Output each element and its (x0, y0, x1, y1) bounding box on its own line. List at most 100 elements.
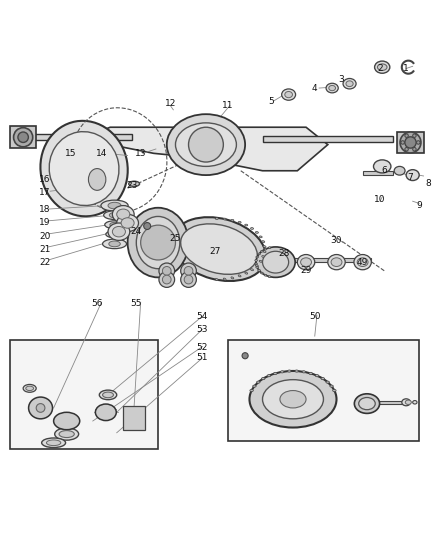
Polygon shape (371, 400, 406, 405)
Circle shape (188, 127, 223, 162)
Ellipse shape (259, 236, 262, 238)
Bar (10, 341, 158, 449)
Ellipse shape (105, 221, 124, 229)
Text: 17: 17 (39, 188, 51, 197)
Text: 8: 8 (425, 179, 431, 188)
Ellipse shape (259, 260, 262, 262)
Text: 22: 22 (39, 257, 50, 266)
Circle shape (141, 225, 176, 260)
Ellipse shape (101, 200, 128, 211)
Circle shape (14, 128, 33, 147)
Ellipse shape (262, 256, 265, 257)
Ellipse shape (256, 256, 258, 258)
Polygon shape (262, 136, 393, 142)
Ellipse shape (413, 400, 417, 404)
Text: 27: 27 (209, 247, 220, 256)
Text: 25: 25 (170, 233, 181, 243)
Text: 5: 5 (268, 96, 274, 106)
Ellipse shape (104, 211, 125, 220)
Ellipse shape (315, 375, 319, 377)
Text: 51: 51 (196, 353, 207, 362)
Ellipse shape (359, 398, 375, 410)
Ellipse shape (255, 263, 258, 265)
Ellipse shape (405, 400, 411, 405)
Ellipse shape (127, 208, 188, 277)
Ellipse shape (110, 222, 119, 227)
Circle shape (242, 353, 248, 359)
Ellipse shape (215, 218, 219, 220)
Text: 2: 2 (377, 64, 383, 73)
Ellipse shape (267, 375, 271, 377)
Text: 9: 9 (417, 201, 422, 210)
Text: 13: 13 (135, 149, 146, 158)
Text: 4: 4 (312, 84, 318, 93)
Ellipse shape (264, 248, 267, 250)
Ellipse shape (59, 431, 74, 438)
Text: 14: 14 (96, 149, 107, 158)
Ellipse shape (258, 270, 261, 271)
Ellipse shape (346, 81, 353, 86)
Circle shape (18, 132, 28, 142)
Ellipse shape (255, 265, 258, 266)
Ellipse shape (302, 371, 306, 373)
Ellipse shape (329, 85, 336, 91)
Ellipse shape (256, 266, 258, 268)
Ellipse shape (231, 277, 234, 279)
Text: 29: 29 (300, 266, 312, 276)
Circle shape (144, 223, 151, 230)
Ellipse shape (117, 209, 130, 220)
Circle shape (413, 148, 416, 151)
Ellipse shape (255, 231, 258, 233)
Ellipse shape (180, 224, 258, 274)
Ellipse shape (274, 373, 277, 375)
Ellipse shape (295, 370, 298, 372)
Ellipse shape (238, 221, 241, 223)
Ellipse shape (326, 381, 329, 383)
Ellipse shape (402, 399, 410, 406)
Ellipse shape (172, 217, 266, 281)
Polygon shape (123, 406, 145, 430)
Ellipse shape (28, 397, 53, 419)
Ellipse shape (223, 278, 226, 280)
Circle shape (405, 137, 416, 148)
Ellipse shape (167, 114, 245, 175)
Ellipse shape (109, 241, 120, 247)
Circle shape (184, 266, 193, 275)
Ellipse shape (245, 224, 248, 226)
Ellipse shape (106, 231, 123, 238)
Circle shape (413, 134, 416, 138)
Ellipse shape (223, 218, 226, 220)
Ellipse shape (262, 241, 265, 243)
Circle shape (400, 132, 421, 153)
Ellipse shape (129, 181, 140, 187)
Ellipse shape (374, 160, 391, 173)
Ellipse shape (332, 390, 336, 392)
Ellipse shape (102, 392, 113, 398)
Ellipse shape (262, 379, 323, 419)
Ellipse shape (238, 275, 241, 277)
Ellipse shape (261, 377, 265, 379)
Polygon shape (10, 126, 36, 148)
Circle shape (159, 272, 175, 287)
Text: 52: 52 (196, 343, 207, 352)
Circle shape (401, 141, 404, 144)
Ellipse shape (297, 255, 315, 270)
Text: 24: 24 (131, 227, 142, 236)
Ellipse shape (264, 274, 267, 276)
Ellipse shape (102, 239, 127, 249)
Ellipse shape (245, 272, 247, 274)
Text: 15: 15 (65, 149, 77, 158)
Ellipse shape (354, 255, 371, 270)
Polygon shape (397, 132, 424, 154)
Ellipse shape (354, 394, 380, 414)
Ellipse shape (46, 440, 61, 446)
Ellipse shape (285, 92, 293, 98)
Ellipse shape (280, 371, 284, 373)
Text: 53: 53 (196, 325, 207, 334)
Ellipse shape (321, 377, 325, 379)
Ellipse shape (49, 132, 119, 206)
Ellipse shape (113, 227, 125, 237)
Ellipse shape (117, 214, 138, 232)
Ellipse shape (121, 218, 134, 228)
Ellipse shape (215, 278, 218, 281)
